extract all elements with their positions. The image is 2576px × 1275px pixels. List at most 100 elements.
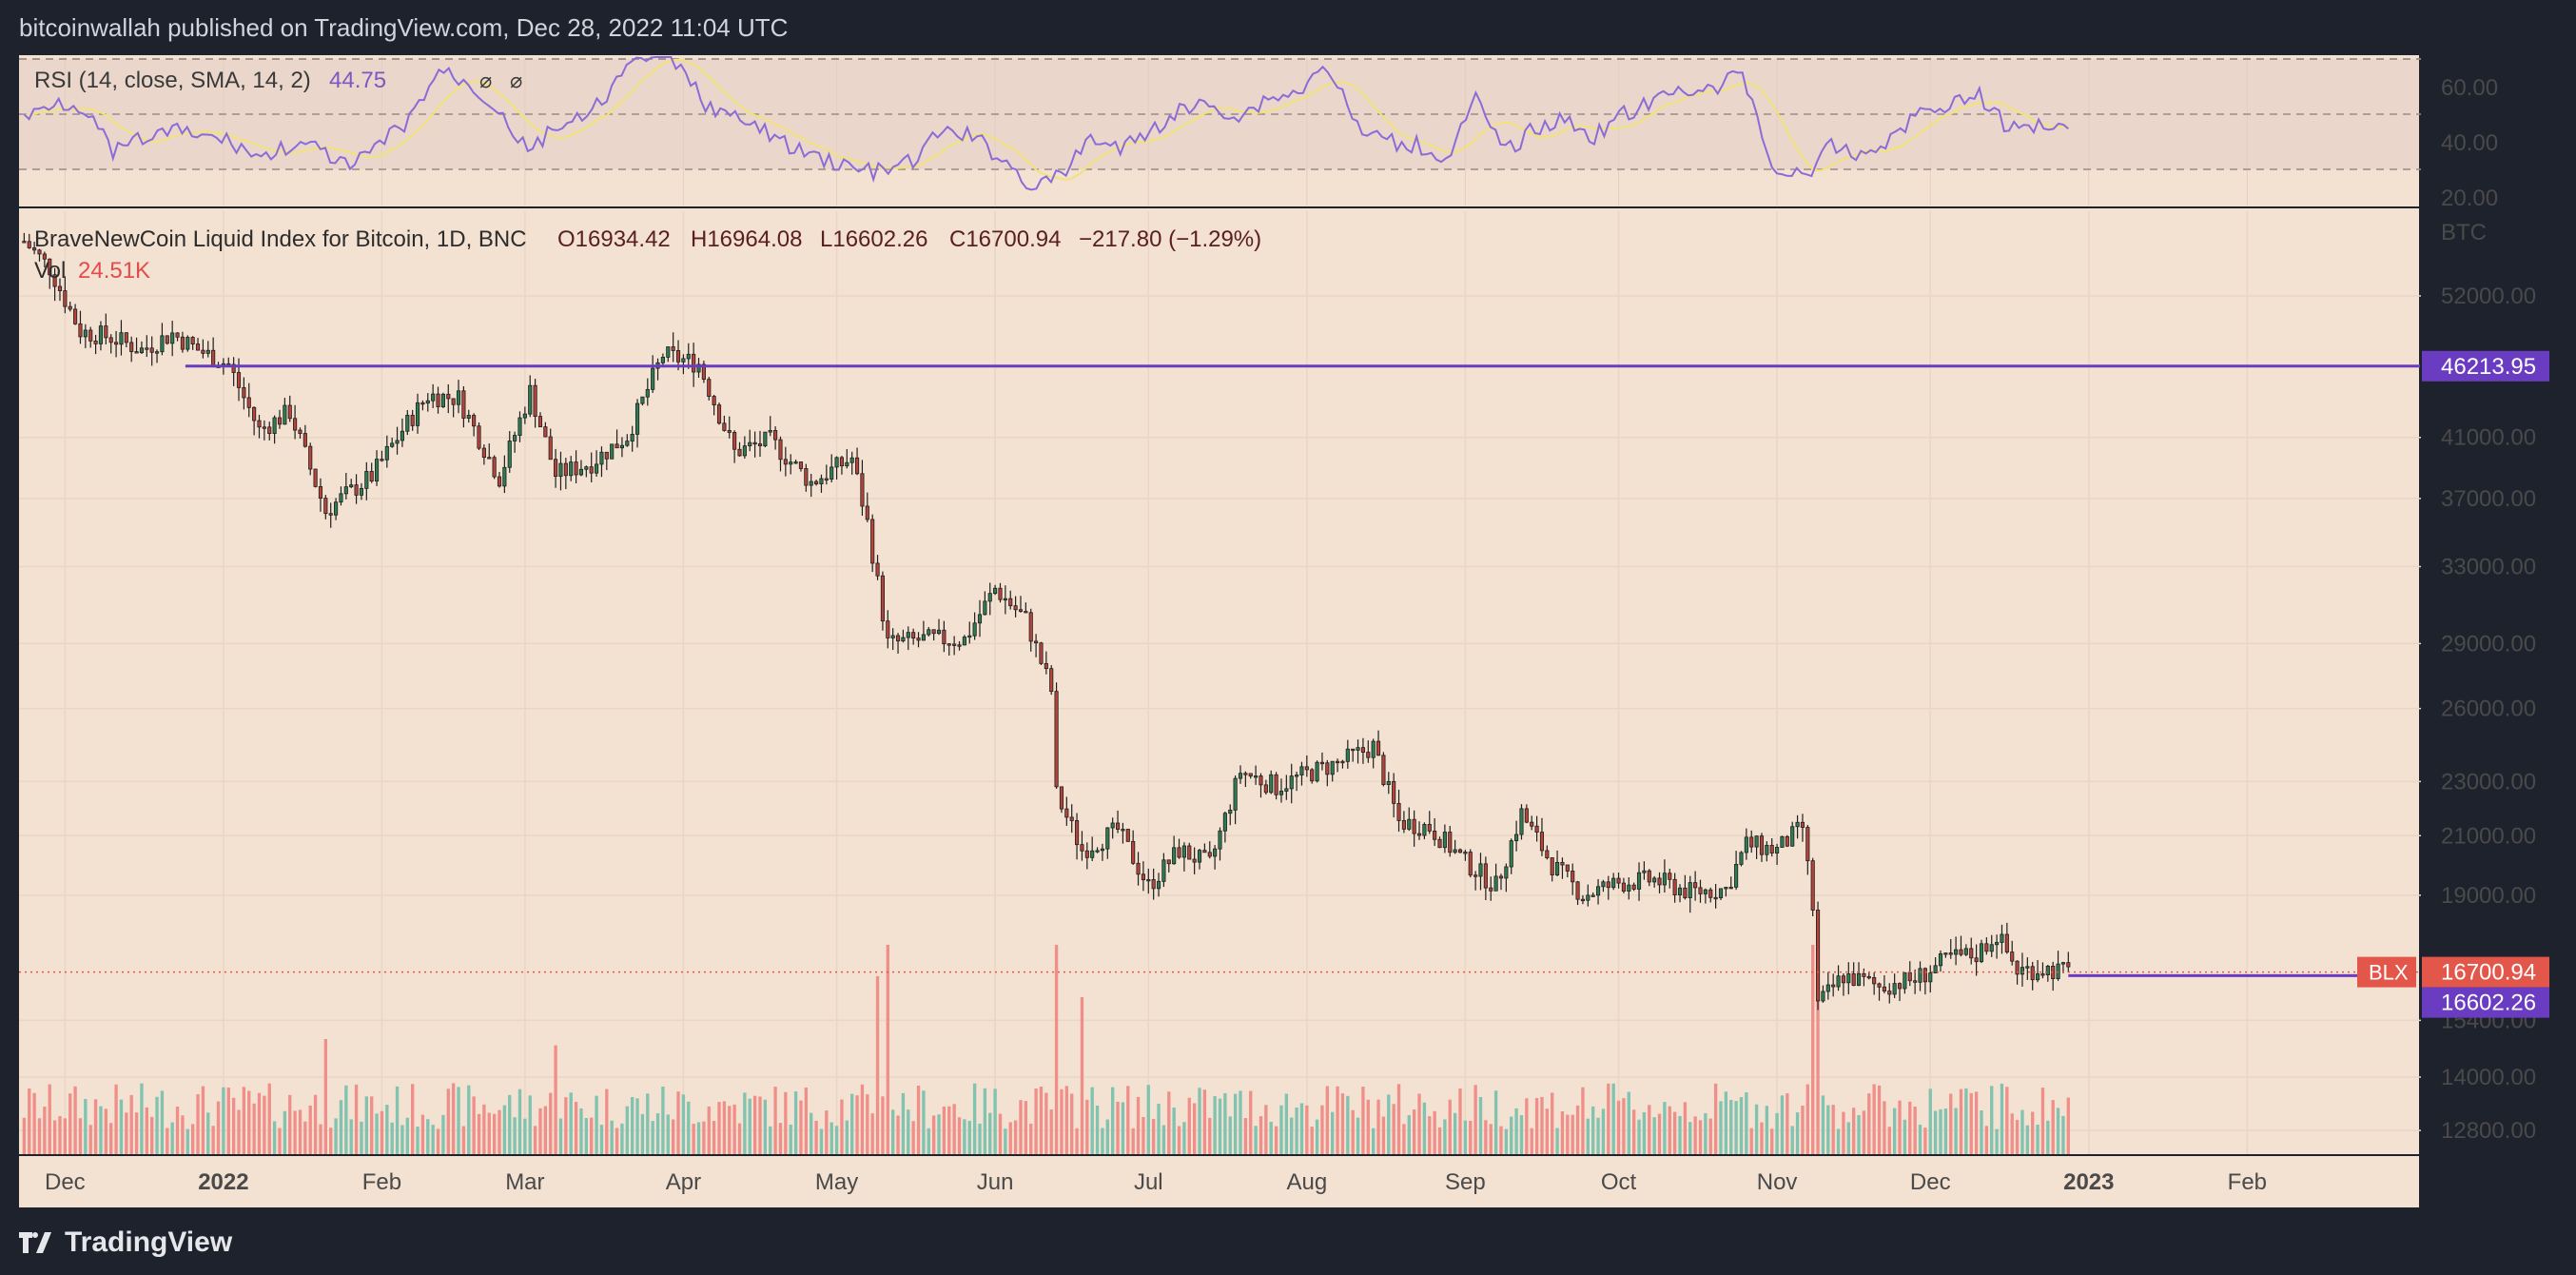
level-price-tag: [2422, 350, 2549, 382]
candle-body: [1969, 948, 1974, 959]
candle-body: [1775, 847, 1780, 853]
candle-body: [354, 484, 359, 496]
volume-bar: [722, 1101, 727, 1154]
overlays: [19, 364, 2420, 977]
volume-bar: [99, 1106, 103, 1154]
volume-bar: [1734, 1101, 1738, 1154]
volume-bar: [1315, 1119, 1319, 1154]
volume-bar: [1749, 1128, 1753, 1154]
volume-bar: [222, 1087, 225, 1154]
volume-bar: [998, 1113, 1003, 1154]
time-axis-label: Aug: [1286, 1169, 1327, 1195]
volume-bar: [1663, 1102, 1667, 1154]
candle-body: [1422, 824, 1427, 836]
candle-body: [149, 347, 154, 353]
candle-body: [1509, 840, 1513, 868]
candle-body: [578, 468, 584, 476]
volume-bar: [931, 1115, 936, 1154]
volume-bar: [1146, 1085, 1150, 1154]
candle-body: [732, 432, 737, 450]
volume-bar: [1581, 1087, 1585, 1154]
volume-bar: [793, 1091, 798, 1154]
candle-body: [1846, 973, 1851, 984]
volume-bar: [517, 1089, 522, 1154]
candle-body: [1054, 691, 1059, 788]
volume-bar: [283, 1110, 287, 1154]
candle-body: [405, 414, 410, 432]
volume-bar: [451, 1083, 456, 1154]
candle-body: [757, 443, 763, 446]
volume-bar: [1668, 1106, 1671, 1154]
volume-bar: [907, 1109, 910, 1154]
candle-body: [1437, 838, 1442, 849]
candle-body: [1545, 850, 1550, 858]
candle-body: [1069, 816, 1074, 821]
volume-bar: [370, 1096, 374, 1154]
volume-bar: [1433, 1110, 1436, 1154]
volume-bar: [1064, 1086, 1068, 1154]
volume-bar: [2061, 1115, 2065, 1154]
candle-body: [778, 439, 783, 461]
candle-body: [318, 485, 323, 499]
volume-bar: [875, 976, 880, 1154]
price-axis-label: 37000.00: [2441, 486, 2536, 512]
time-axis-label: 2023: [2063, 1169, 2114, 1195]
volume-bar: [1004, 1128, 1007, 1154]
volume-bar: [2000, 1083, 2004, 1154]
volume-bar: [1269, 1121, 1273, 1154]
candle-body: [513, 435, 517, 441]
volume-bar: [1872, 1084, 1876, 1154]
rsi-hidden-icon-2[interactable]: ⌀: [510, 69, 522, 93]
candle-body: [814, 481, 819, 484]
volume-bar: [1642, 1111, 1647, 1154]
volume-bar: [579, 1108, 583, 1154]
volume-bar: [687, 1101, 691, 1154]
candle-body: [1765, 844, 1769, 855]
volume-bar: [1698, 1120, 1703, 1154]
candle-body: [528, 384, 533, 415]
volume-bar: [855, 1095, 859, 1154]
time-axis-label: Jun: [977, 1169, 1014, 1195]
candle-body: [957, 644, 962, 647]
volume-bar: [63, 1118, 68, 1154]
volume-bar: [1013, 1120, 1018, 1154]
volume-bar: [881, 1096, 885, 1154]
tradingview-brand[interactable]: TradingView: [65, 1226, 233, 1258]
candle-body: [492, 457, 497, 478]
volume-bar: [1908, 1101, 1912, 1154]
volume-bar: [1795, 1112, 1800, 1154]
volume-bar: [226, 1088, 230, 1154]
volume-bar: [211, 1126, 215, 1154]
candle-body: [517, 417, 522, 436]
candle-body: [1571, 871, 1575, 883]
candle-body: [1616, 877, 1621, 884]
volume-bar: [1637, 1119, 1641, 1154]
candle-body: [1780, 835, 1785, 848]
candles: [22, 232, 2071, 1010]
candle-body: [712, 396, 716, 406]
candle-body: [1647, 870, 1651, 883]
volume-bar: [420, 1114, 425, 1154]
candle-body: [2010, 951, 2015, 962]
candle-body: [1627, 884, 1631, 892]
candle-body: [798, 461, 804, 469]
candle-body: [1360, 747, 1365, 753]
candle-body: [400, 430, 404, 441]
volume-bar: [758, 1096, 762, 1154]
volume-bar: [972, 1083, 977, 1154]
candle-body: [1468, 852, 1473, 876]
volume-bar: [1177, 1126, 1181, 1154]
candle-body: [1504, 866, 1509, 879]
candle-body: [1530, 821, 1534, 827]
volume-bar: [114, 1084, 118, 1154]
volume-bar: [1611, 1083, 1615, 1154]
volume-bar: [1504, 1128, 1509, 1154]
candle-body: [1872, 977, 1877, 985]
volume-bar: [1458, 1089, 1462, 1154]
rsi-hidden-icon-1[interactable]: ⌀: [479, 69, 492, 93]
candle-body: [1325, 762, 1330, 775]
rsi-legend-value: 44.75: [329, 68, 386, 93]
volume-bar: [2051, 1100, 2055, 1154]
price-axis-label: 52000.00: [2441, 284, 2536, 309]
volume-bar: [323, 1039, 328, 1154]
